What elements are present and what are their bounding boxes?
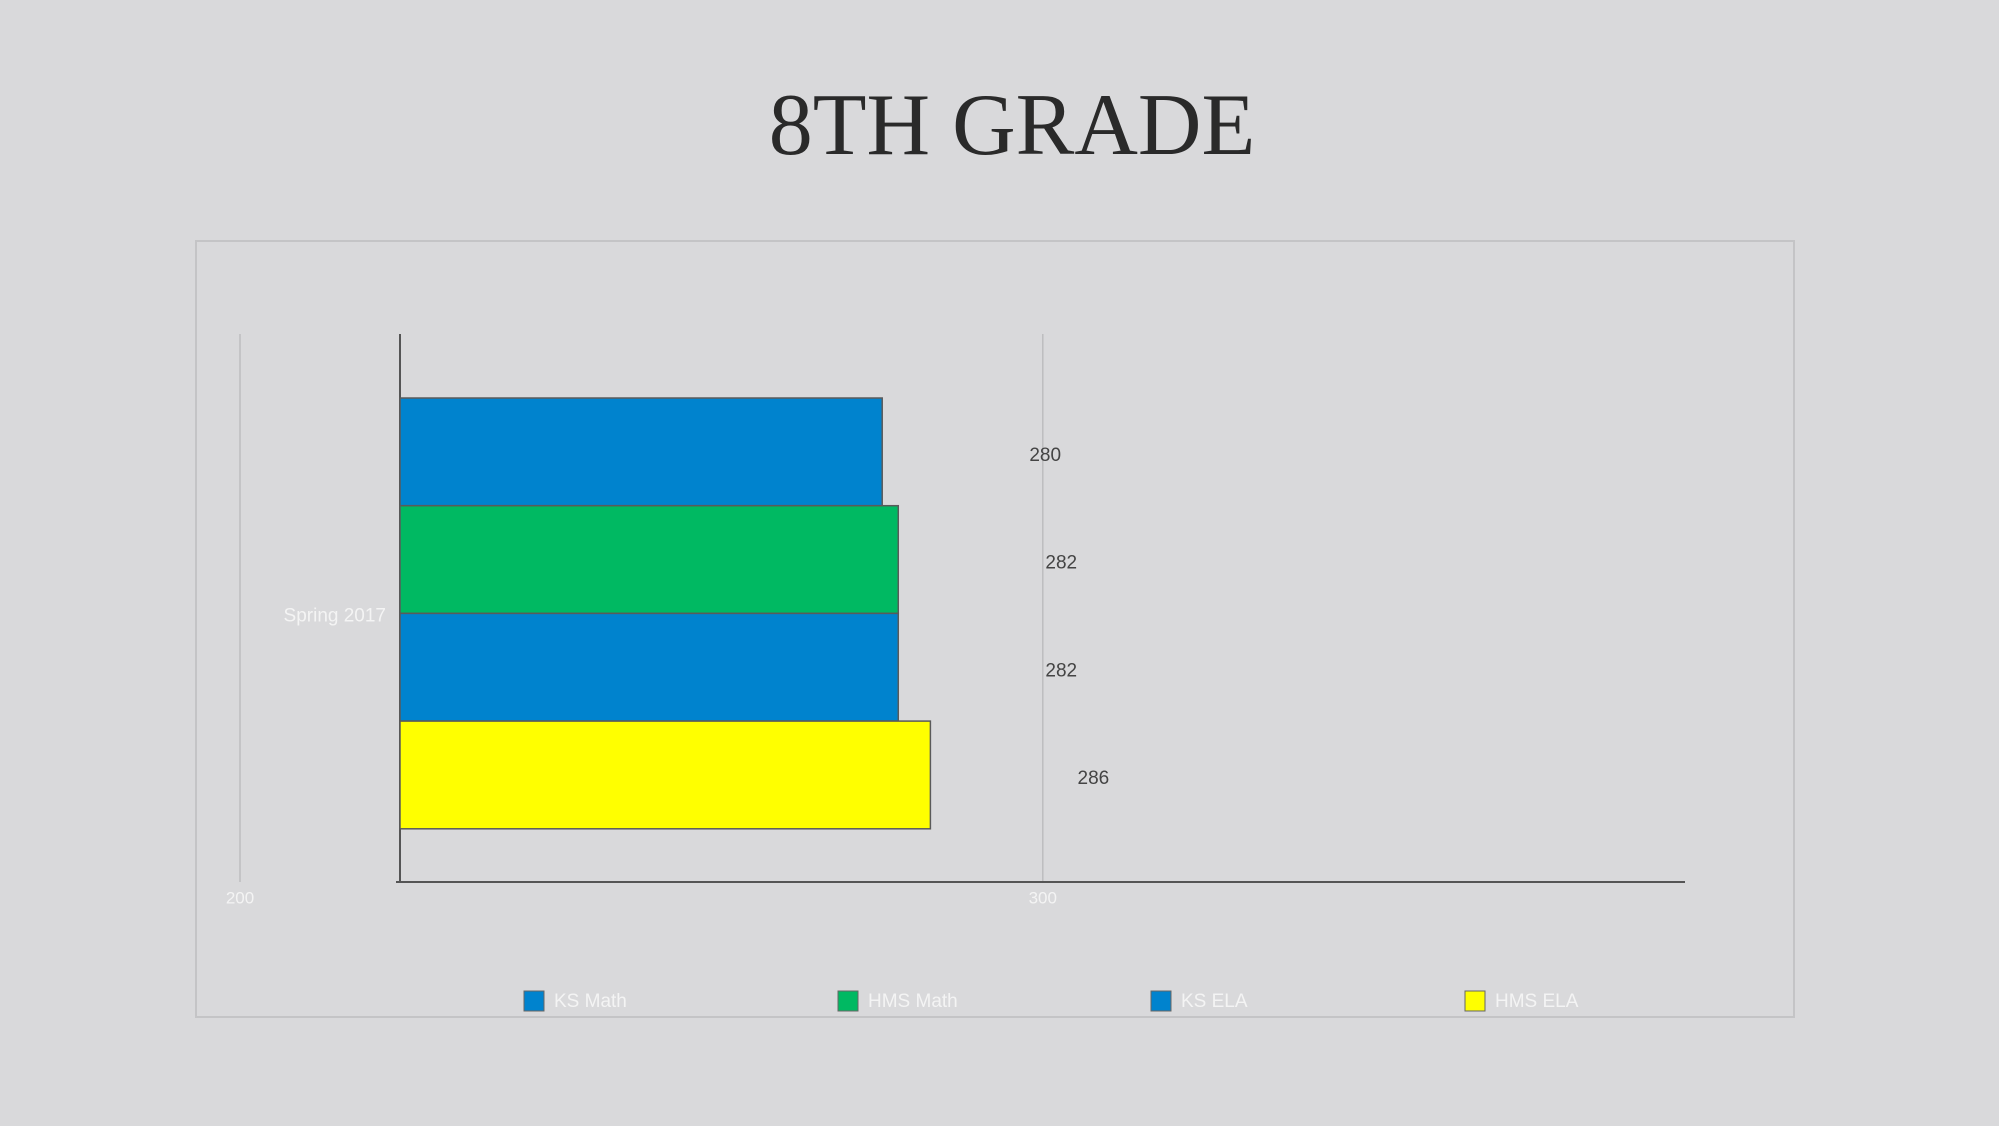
- bar: [399, 720, 932, 830]
- data-label: 282: [1045, 660, 1077, 681]
- legend-swatch: [1464, 990, 1486, 1012]
- legend-label: HMS ELA: [1495, 991, 1579, 1012]
- legend-label: KS Math: [554, 991, 627, 1012]
- data-label: 282: [1045, 553, 1077, 574]
- bar: [399, 504, 900, 615]
- bar: [399, 612, 900, 722]
- legend-swatch: [1150, 990, 1172, 1012]
- x-tick-label: 200: [226, 888, 254, 907]
- legend-label: HMS Math: [868, 991, 958, 1012]
- legend-swatch: [837, 990, 859, 1012]
- data-label: 286: [1078, 768, 1110, 789]
- legend-label: KS ELA: [1181, 991, 1248, 1012]
- data-label: 280: [1029, 445, 1061, 466]
- x-tick-label: 300: [1029, 888, 1057, 907]
- bar: [399, 397, 883, 507]
- chart-frame: [195, 240, 1795, 1018]
- legend-swatch: [523, 990, 545, 1012]
- chart-title: 8TH GRADE: [769, 77, 1255, 174]
- y-tick-label: Spring 2017: [284, 605, 386, 626]
